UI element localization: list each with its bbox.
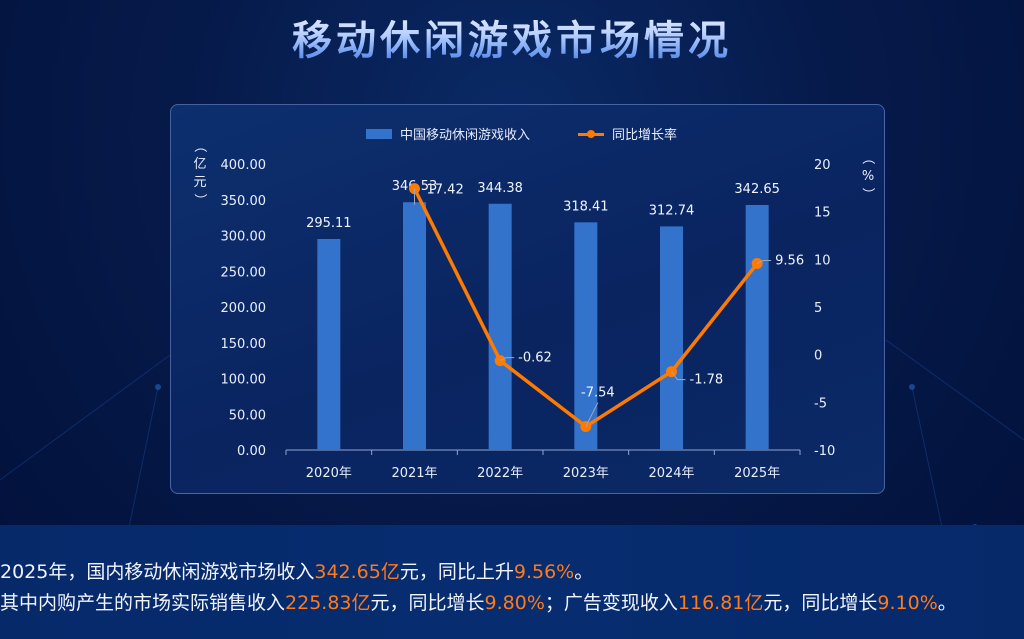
summary-footer: 2025年，国内移动休闲游戏市场收入342.65亿元，同比上升9.56%。 其中… [0,525,1024,639]
x-axis-label: 2024年 [648,466,694,481]
bar-value-label: 342.65 [734,182,780,197]
bar-swatch-icon [366,128,392,139]
revenue-bar [488,203,512,450]
summary-text: ；广告变现收入 [544,592,678,614]
right-axis-unit: ） [860,187,875,200]
right-axis-tick: 0 [814,349,822,364]
summary-text: 2025年，国内移动休闲游戏市场收入 [0,561,315,583]
summary-text: 。 [574,561,594,583]
bar-value-label: 344.38 [477,181,523,196]
left-axis-unit: 元 [193,175,206,190]
summary-line-2: 其中内购产生的市场实际销售收入225.83亿元，同比增长9.80%；广告变现收入… [0,588,957,615]
page-title: 移动休闲游戏市场情况 [0,8,1024,66]
summary-text: 元，同比增长 [763,592,878,614]
label-leader [756,260,772,264]
growth-value-label: -0.62 [518,351,552,366]
x-axis-label: 2022年 [477,466,523,481]
legend-label-growth: 同比增长率 [612,128,678,143]
legend-item-revenue[interactable]: 中国移动休闲游戏收入 [366,124,530,143]
right-axis-tick: 10 [814,253,831,268]
summary-text: 。 [937,592,957,614]
right-axis-unit: % [862,169,874,184]
revenue-bar [660,226,683,450]
growth-value-label: -7.54 [581,386,615,401]
left-axis-tick: 150.00 [221,337,267,352]
line-swatch-icon [578,129,604,139]
highlight-value: 9.10% [877,592,938,614]
x-axis-label: 2020年 [306,466,352,481]
right-axis-tick: 20 [814,158,831,173]
summary-text: 元，同比增长 [370,592,485,614]
highlight-value: 116.81亿 [677,592,764,614]
highlight-value: 9.80% [484,592,545,614]
x-axis-label: 2025年 [734,466,780,481]
revenue-bar [574,222,598,450]
growth-value-label: 17.42 [427,183,464,198]
left-axis-tick: 250.00 [221,265,267,280]
right-axis-tick: -5 [814,396,827,411]
x-axis-label: 2023年 [563,466,609,481]
left-axis-tick: 0.00 [237,444,266,459]
summary-text: 元，同比上升 [399,561,514,583]
label-leader [585,402,599,427]
revenue-bar [745,205,769,450]
left-axis-unit: 亿 [193,157,206,172]
legend-label-revenue: 中国移动休闲游戏收入 [400,128,531,143]
left-axis-tick: 300.00 [221,230,267,245]
left-axis-unit: ） [192,193,207,206]
growth-value-label: 9.56 [775,254,804,269]
revenue-bar [317,238,341,450]
growth-value-label: -1.78 [690,373,724,388]
summary-text: 其中内购产生的市场实际销售收入 [0,592,286,614]
label-leader [671,371,686,381]
highlight-value: 9.56% [513,561,575,583]
revenue-bar [403,202,426,450]
legend-item-growth[interactable]: 同比增长率 [578,124,677,143]
highlight-value: 225.83亿 [285,592,371,614]
combo-chart: 400.00350.00300.00250.00200.00150.00100.… [192,139,875,481]
bar-value-label: 295.11 [306,216,352,231]
left-axis-tick: 100.00 [221,373,267,388]
x-axis-label: 2021年 [391,466,437,481]
left-axis-unit: （ [192,139,207,152]
summary-line-1: 2025年，国内移动休闲游戏市场收入342.65亿元，同比上升9.56%。 [0,557,593,584]
label-leader [499,357,515,362]
right-axis-unit: （ [860,151,875,164]
right-axis-tick: -10 [814,444,835,459]
bar-value-label: 318.41 [563,199,609,214]
left-axis-tick: 400.00 [221,158,267,173]
right-axis-tick: 15 [814,206,831,221]
left-axis-tick: 350.00 [221,194,267,209]
highlight-value: 342.65亿 [314,561,400,583]
left-axis-tick: 50.00 [229,408,266,423]
right-axis-tick: 5 [814,301,822,316]
left-axis-tick: 200.00 [221,301,267,316]
bar-value-label: 312.74 [649,203,695,218]
